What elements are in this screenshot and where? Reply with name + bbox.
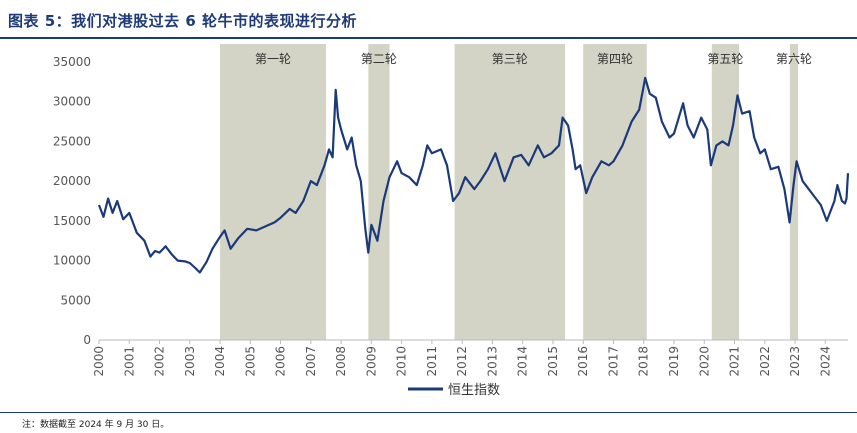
bull-band-label-6: 第六轮 — [776, 52, 812, 66]
x-tick-label-5: 2005 — [243, 346, 257, 377]
y-tick-label-7: 35000 — [53, 55, 91, 69]
x-tick-label-21: 2021 — [728, 346, 742, 377]
title-rule — [0, 37, 857, 39]
series-group — [97, 76, 850, 274]
x-tick-label-8: 2008 — [334, 346, 348, 377]
x-tick-label-2: 2002 — [153, 346, 167, 377]
x-tick-label-13: 2013 — [485, 346, 499, 377]
x-tick-label-20: 2020 — [697, 346, 711, 377]
x-axis: 2000 2001 2002 2003 2004 2005 2006 2007 2008 2009… — [92, 339, 848, 377]
y-tick-label-6: 30000 — [53, 95, 91, 109]
bull-band-1 — [220, 44, 326, 340]
x-tick-label-10: 2010 — [395, 346, 409, 377]
bull-market-bands: 第一轮 第二轮 第三轮 第四轮 第五轮 第六轮 — [220, 44, 812, 340]
bull-band-3 — [454, 44, 566, 340]
x-tick-label-23: 2023 — [788, 346, 802, 377]
y-tick-label-4: 20000 — [53, 174, 91, 188]
bull-band-2 — [368, 44, 390, 340]
x-tick-label-12: 2012 — [455, 346, 469, 377]
bull-band-label-1: 第一轮 — [255, 52, 291, 66]
bull-band-4 — [583, 44, 647, 340]
x-tick-label-4: 2004 — [213, 346, 227, 377]
y-axis: 0 5000 10000 15000 20000 25000 30000 35000 — [53, 55, 91, 347]
x-tick-label-0: 2000 — [92, 346, 106, 377]
y-tick-label-0: 0 — [83, 333, 91, 347]
legend: 恒生指数 — [408, 383, 500, 398]
bull-band-label-2: 第二轮 — [361, 52, 397, 66]
bull-band-label-3: 第三轮 — [492, 52, 528, 66]
x-tick-label-16: 2016 — [576, 346, 590, 377]
x-tick-label-14: 2014 — [516, 346, 530, 377]
x-tick-label-18: 2018 — [637, 346, 651, 377]
bull-band-5 — [711, 44, 740, 340]
figure-title: 图表 5：我们对港股过去 6 轮牛市的表现进行分析 — [8, 12, 358, 30]
x-tick-label-15: 2015 — [546, 346, 560, 377]
x-tick-label-22: 2022 — [758, 346, 772, 377]
bull-band-6 — [789, 44, 799, 340]
x-tick-label-17: 2017 — [606, 346, 620, 377]
y-tick-label-3: 15000 — [53, 214, 91, 228]
legend-label: 恒生指数 — [448, 383, 500, 398]
bull-band-label-5: 第五轮 — [707, 52, 743, 66]
x-tick-label-3: 2003 — [183, 346, 197, 377]
x-tick-label-19: 2019 — [667, 346, 681, 377]
x-tick-label-7: 2007 — [304, 346, 318, 377]
series-line-hsi — [97, 76, 850, 274]
y-tick-label-2: 10000 — [53, 254, 91, 268]
bottom-rule — [0, 412, 857, 413]
x-tick-label-24: 2024 — [818, 346, 832, 377]
x-tick-label-1: 2001 — [122, 346, 136, 377]
x-tick-label-6: 2006 — [274, 346, 288, 377]
y-tick-label-1: 5000 — [60, 293, 91, 307]
bull-band-label-4: 第四轮 — [597, 52, 633, 66]
footnote: 注：数据截至 2024 年 9 月 30 日。 — [22, 420, 170, 430]
y-tick-label-5: 25000 — [53, 134, 91, 148]
x-tick-label-11: 2011 — [425, 346, 439, 377]
x-tick-label-9: 2009 — [364, 346, 378, 377]
